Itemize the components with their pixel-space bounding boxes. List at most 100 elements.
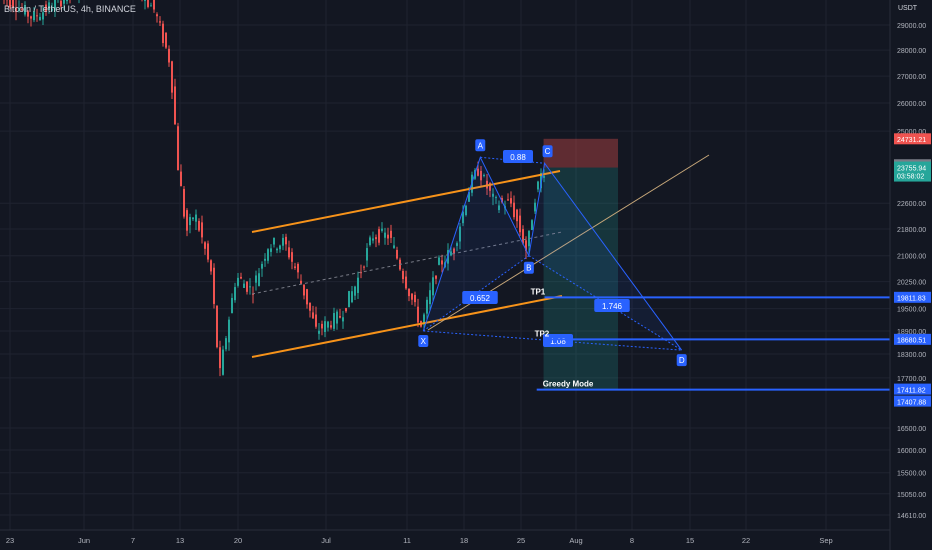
- candle-body: [63, 0, 65, 4]
- candle-body: [192, 217, 194, 220]
- candle-body: [309, 302, 311, 311]
- pattern-point-x-badge: [418, 334, 429, 347]
- candle-body: [147, 0, 149, 7]
- candle-body: [45, 4, 47, 12]
- time-tick-label: 25: [517, 536, 525, 545]
- price-tick-label: 21800.00: [897, 227, 926, 234]
- candle-body: [300, 280, 302, 284]
- candle-body: [522, 229, 524, 244]
- candle-body: [369, 237, 371, 246]
- candle-body: [243, 283, 245, 288]
- price-tick-label: 15500.00: [897, 471, 926, 478]
- candle-body: [423, 314, 425, 325]
- time-tick-label: 11: [403, 536, 411, 545]
- price-tick-label: 14610.00: [897, 513, 926, 520]
- candle-body: [180, 171, 182, 187]
- candle-body: [228, 319, 230, 343]
- channel-lower-line[interactable]: [251, 295, 563, 358]
- price-badge-text-tp1: 19811.83: [897, 295, 926, 302]
- price-tick-label: 22600.00: [897, 201, 926, 208]
- price-tick-label: 18300.00: [897, 352, 926, 359]
- channel-upper-line[interactable]: [251, 170, 561, 233]
- pattern-point-d-label: D: [679, 356, 685, 365]
- candle-body: [456, 243, 458, 246]
- time-tick-label: 7: [131, 536, 135, 545]
- candle-body: [351, 291, 353, 303]
- ratio-label: 0.652: [470, 294, 491, 303]
- candle-body: [453, 248, 455, 254]
- candle-body: [462, 211, 464, 224]
- time-tick-label: Jun: [78, 536, 90, 545]
- candle-body: [366, 248, 368, 261]
- candle-body: [30, 16, 32, 19]
- candle-body: [51, 9, 53, 11]
- candle-body: [324, 321, 326, 332]
- candle-body: [258, 273, 260, 286]
- candle-body: [12, 0, 14, 9]
- price-tick-label: 17700.00: [897, 376, 926, 383]
- price-tick-label: 26000.00: [897, 101, 926, 108]
- pattern-point-a-label: A: [478, 141, 484, 150]
- candle-body: [210, 260, 212, 272]
- ratio-badge: [503, 150, 533, 163]
- candle-body: [516, 209, 518, 222]
- symbol-title[interactable]: Bitcoin / TetherUS, 4h, BINANCE: [4, 4, 136, 14]
- price-badge-text-current: 23755.94: [897, 166, 926, 173]
- candle-body: [345, 308, 347, 312]
- pattern-triangle-bcd: [528, 163, 682, 351]
- price-badge-text-stop: 24731.21: [897, 137, 926, 144]
- candle-body: [261, 263, 263, 269]
- candle-body: [384, 232, 386, 238]
- candle-body: [24, 5, 26, 15]
- price-badge-text-greedy-a: 17411.82: [897, 388, 926, 395]
- candle-body: [483, 174, 485, 176]
- candle-body: [336, 311, 338, 324]
- candle-body: [204, 242, 206, 249]
- time-tick-label: Aug: [569, 536, 582, 545]
- price-badge-text-greedy-b: 17407.88: [897, 400, 926, 407]
- candle-body: [255, 275, 257, 283]
- take-profit-zone[interactable]: [543, 167, 618, 390]
- candle-body: [282, 237, 284, 246]
- pattern-triangle-xab: [423, 157, 529, 331]
- candle-body: [9, 0, 11, 8]
- ratio-label: 1.746: [602, 302, 623, 311]
- stop-loss-zone[interactable]: [543, 138, 618, 168]
- candle-body: [267, 249, 269, 261]
- candle-body: [240, 276, 242, 279]
- price-tick-label: 28000.00: [897, 48, 926, 55]
- candle-body: [441, 260, 443, 265]
- price-tick-label: 19500.00: [897, 307, 926, 314]
- candle-body: [234, 287, 236, 301]
- candle-body: [543, 175, 545, 178]
- price-badge-stop: [894, 133, 931, 145]
- candle-body: [414, 295, 416, 303]
- candle-body: [363, 266, 365, 268]
- candle-body: [387, 234, 389, 239]
- candle-body: [411, 293, 413, 300]
- candle-body: [219, 347, 221, 369]
- candle-body: [27, 11, 29, 17]
- candle-body: [432, 277, 434, 296]
- price-tick-label: 27000.00: [897, 74, 926, 81]
- candle-body: [18, 8, 20, 11]
- candle-body: [342, 317, 344, 322]
- candle-body: [450, 251, 452, 256]
- price-badge-current: [894, 161, 931, 182]
- candle-body: [507, 199, 509, 201]
- candle-body: [297, 263, 299, 273]
- candle-body: [231, 297, 233, 314]
- candle-body: [489, 182, 491, 191]
- candle-body: [372, 238, 374, 241]
- candle-body: [390, 230, 392, 238]
- price-badge-subtext-current: 03:58:02: [897, 174, 924, 181]
- candle-body: [264, 258, 266, 261]
- price-badge-text-tp2: 18680.51: [897, 337, 926, 344]
- candle-body: [246, 281, 248, 292]
- candle-body: [288, 247, 290, 258]
- candle-body: [216, 305, 218, 348]
- candle-body: [315, 314, 317, 327]
- pattern-point-x-label: X: [421, 337, 427, 346]
- candle-body: [321, 323, 323, 329]
